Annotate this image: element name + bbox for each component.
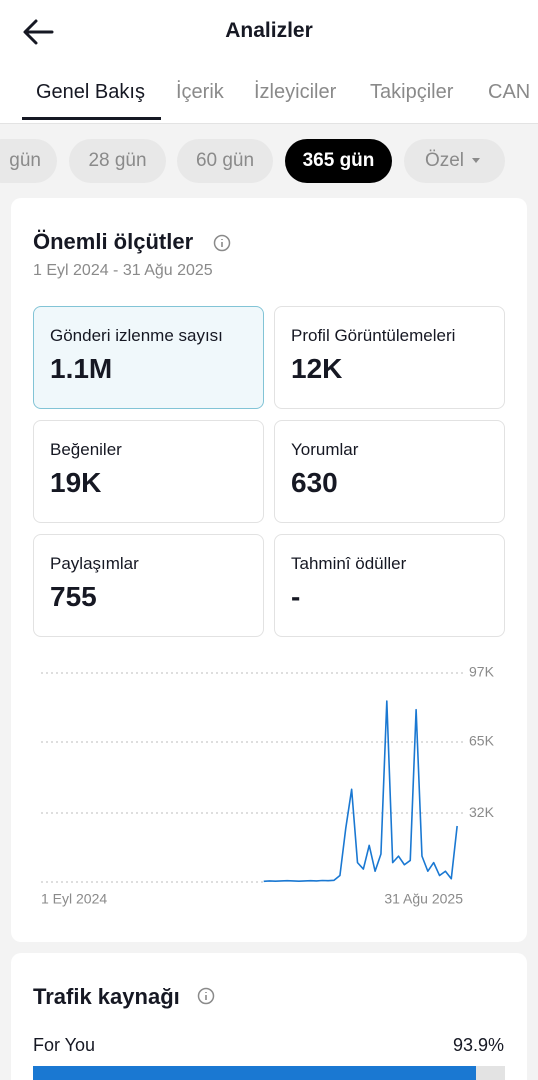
y-tick-label: 65K (469, 733, 495, 749)
x-tick-label: 1 Eyl 2024 (41, 891, 107, 907)
header (0, 0, 538, 124)
metric-value: 755 (50, 581, 97, 612)
info-icon[interactable] (212, 233, 232, 253)
tab[interactable]: Genel Bakış (36, 81, 145, 103)
x-tick-label: 31 Ağu 2025 (384, 891, 463, 907)
metric-card[interactable]: Beğeniler 19K (33, 420, 264, 523)
period-chip[interactable]: gün (0, 139, 57, 183)
page-title: Analizler (225, 19, 313, 42)
back-button[interactable] (22, 18, 54, 46)
metric-card[interactable]: Gönderi izlenme sayısı 1.1M (33, 306, 264, 409)
metric-label: Gönderi izlenme sayısı (50, 326, 223, 345)
bar-track (33, 1066, 505, 1080)
period-chip[interactable]: 60 gün (177, 139, 273, 183)
y-tick-label: 97K (469, 664, 495, 680)
period-chip-selected[interactable]: 365 gün (285, 139, 392, 183)
y-tick-label: 32K (469, 804, 495, 820)
card-title: Önemli ölçütler (33, 229, 194, 254)
metric-value: 19K (50, 467, 102, 498)
metric-value: 12K (291, 353, 343, 384)
card-title: Trafik kaynağı (33, 984, 180, 1009)
metric-value: - (291, 581, 301, 612)
tab[interactable]: İçerik (176, 81, 224, 103)
period-chip[interactable]: 28 gün (69, 139, 166, 183)
dropdown-icon (472, 158, 481, 163)
tab[interactable]: CAN (488, 81, 531, 103)
chip-label: gün (9, 150, 41, 171)
tab-indicator (22, 117, 161, 120)
bar (33, 1066, 477, 1080)
tab[interactable]: Takipçiler (370, 81, 454, 103)
chart: 32K 65K 97K 1 Eyl 2024 31 Ağu 2025 (41, 664, 495, 907)
info-icon[interactable] (196, 986, 216, 1006)
chip-label: Özel (424, 150, 465, 171)
metric-card[interactable]: Profil Görüntülemeleri 12K (274, 306, 505, 409)
period-chip[interactable]: Özel (404, 139, 505, 183)
metric-card[interactable]: Tahminî ödüller - (274, 534, 505, 637)
tab[interactable]: İzleyiciler (254, 81, 337, 103)
source-value: 93.9% (452, 1035, 504, 1055)
data-line (263, 700, 458, 883)
metric-label: Paylaşımlar (50, 554, 139, 573)
metric-value: 630 (291, 467, 338, 498)
source-name: For You (33, 1035, 96, 1055)
traffic-card (11, 953, 527, 1080)
date-range: 1 Eyl 2024 - 31 Ağu 2025 (33, 262, 213, 279)
metric-label: Tahminî ödüller (291, 554, 407, 573)
metric-card[interactable]: Yorumlar 630 (274, 420, 505, 523)
metric-label: Yorumlar (291, 440, 359, 459)
metric-label: Beğeniler (50, 440, 122, 459)
metric-card[interactable]: Paylaşımlar 755 (33, 534, 264, 637)
metric-label: Profil Görüntülemeleri (291, 326, 456, 345)
metric-value: 1.1M (50, 353, 113, 384)
